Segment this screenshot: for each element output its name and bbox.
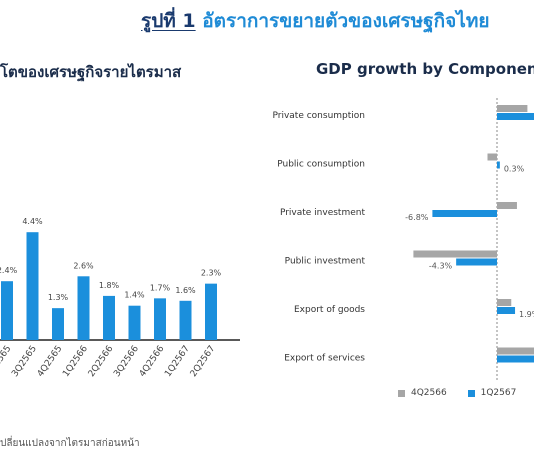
data-label: 1.8% bbox=[99, 281, 120, 290]
bar bbox=[497, 161, 500, 169]
category-label: Export of services bbox=[284, 354, 365, 364]
data-label: 4.4% bbox=[22, 217, 43, 226]
data-label: 1.4% bbox=[124, 291, 145, 300]
figure-number: รูปที่ 1 bbox=[141, 10, 196, 32]
bar bbox=[497, 299, 512, 306]
data-label: 1.6% bbox=[175, 286, 196, 295]
tick-label: 4Q2565 bbox=[36, 344, 65, 379]
data-label: -4.3% bbox=[429, 262, 453, 271]
bar bbox=[497, 347, 534, 355]
data-label: 2.4% bbox=[0, 266, 18, 275]
left-chart-title: โตของเศรษฐกิจรายไตรมาส bbox=[0, 63, 182, 81]
data-label: 1.9% bbox=[519, 310, 534, 319]
data-label: 0.3% bbox=[504, 165, 525, 174]
bar bbox=[497, 202, 517, 209]
quarterly-growth-chart: 2.4%25654.4%3Q25651.3%4Q25652.6%1Q25661.… bbox=[0, 217, 240, 379]
bar bbox=[179, 300, 192, 340]
bar bbox=[103, 295, 115, 340]
category-label: Public investment bbox=[285, 257, 366, 267]
bar bbox=[1, 281, 13, 340]
bar bbox=[497, 105, 528, 112]
component-growth-chart: Private consumption4.0%Public consumptio… bbox=[272, 98, 534, 380]
bar bbox=[497, 113, 534, 120]
bar bbox=[77, 276, 90, 340]
figure-title: รูปที่ 1 อัตราการขยายตัวของเศรษฐกิจไทย bbox=[141, 6, 489, 36]
footnote: ปลี่ยนแปลงจากไตรมาสก่อนหน้า bbox=[0, 438, 140, 449]
category-label: Private investment bbox=[280, 208, 366, 218]
bar bbox=[456, 258, 497, 266]
legend-swatch bbox=[467, 389, 475, 397]
bar bbox=[497, 355, 534, 363]
figure-title-text: อัตราการขยายตัวของเศรษฐกิจไทย bbox=[202, 10, 490, 32]
data-label: 2.3% bbox=[201, 269, 222, 278]
legend-swatch bbox=[398, 389, 405, 397]
legend-item-4q2566: 4Q2566 bbox=[398, 388, 447, 398]
legend-label: 1Q2567 bbox=[480, 388, 517, 398]
data-label: 1.3% bbox=[48, 293, 69, 302]
right-chart-title: GDP growth by Componen bbox=[316, 60, 534, 78]
bar bbox=[52, 308, 64, 340]
tick-label: 2565 bbox=[0, 344, 13, 368]
legend-label: 4Q2566 bbox=[411, 388, 447, 398]
data-label: -6.8% bbox=[405, 213, 429, 222]
bar bbox=[128, 305, 141, 340]
bar bbox=[154, 298, 166, 340]
bar bbox=[497, 307, 516, 314]
right-chart-legend: 4Q2566 1Q2567 bbox=[398, 388, 534, 400]
bar bbox=[26, 232, 39, 340]
tick-label: 1Q2567 bbox=[163, 344, 192, 379]
tick-label: 2Q2567 bbox=[189, 344, 218, 379]
data-label: 1.7% bbox=[150, 283, 171, 292]
bar bbox=[487, 153, 497, 161]
category-label: Public consumption bbox=[277, 160, 365, 170]
bar bbox=[205, 283, 217, 340]
category-label: Export of goods bbox=[294, 305, 365, 315]
tick-label: 3Q2565 bbox=[10, 344, 39, 379]
legend-item-1q2567: 1Q2567 bbox=[467, 388, 517, 398]
category-label: Private consumption bbox=[272, 111, 365, 121]
data-label: 2.6% bbox=[73, 261, 94, 270]
bar bbox=[413, 250, 497, 258]
bar bbox=[432, 210, 497, 217]
